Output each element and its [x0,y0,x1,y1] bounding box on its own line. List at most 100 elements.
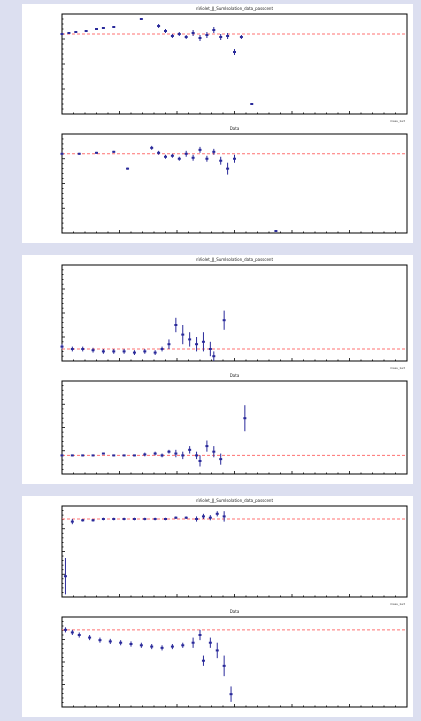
data-point [108,640,112,643]
data-point [91,349,95,352]
data-point [274,230,278,233]
data-point [222,515,226,518]
plot-title: Data [230,609,240,614]
plot-frame [61,133,408,234]
data-point [195,518,199,520]
data-point [219,458,223,461]
data-point [167,343,171,346]
data-point [70,454,74,457]
data-point [112,454,116,457]
data-point [81,519,85,522]
data-point [112,518,116,520]
data-point [226,35,230,37]
data-point [212,150,216,153]
data-point [195,454,199,457]
data-point [188,338,192,341]
figure-group-2: nViolet_JJ_SumIsolation_data_passcent mas… [22,255,413,484]
data-point [101,350,105,353]
data-point [150,146,154,149]
data-point [208,641,212,644]
data-point [77,152,81,155]
data-point [112,150,116,153]
data-point [70,631,74,634]
data-point [184,152,188,155]
plot-title: nViolet_JJ_SumIsolation_data_passcent [196,498,274,503]
data-point [81,348,85,350]
data-point [101,518,105,520]
data-point [219,159,223,162]
data-point [191,641,195,644]
data-point [201,515,205,518]
data-point [160,454,164,457]
data-point [198,148,202,151]
data-point [132,518,136,520]
data-point [160,348,164,350]
plot-3: nViolet_JJ_SumIsolation_data_passcentmas… [60,257,408,370]
plot-frame [61,380,408,475]
data-point [70,520,74,523]
data-point [212,450,216,453]
data-point [77,634,81,636]
data-point [195,343,199,346]
data-point [250,103,254,105]
x-axis-note: mass_1e3 [390,119,405,123]
plot-title: Data [230,373,240,378]
data-point [205,445,209,448]
data-point [212,29,216,31]
data-point [198,634,202,636]
data-point [222,664,226,667]
data-point [198,37,202,39]
plot-4: Data [60,373,408,475]
data-point [198,459,202,462]
data-point [157,25,161,27]
data-point [84,30,88,32]
data-point [174,452,178,455]
data-point [74,31,78,33]
data-point [229,693,233,696]
data-point [63,628,67,631]
data-point [164,30,167,32]
plot-frame [61,264,408,362]
data-point [150,645,154,648]
plot-6: Data [61,609,408,708]
x-axis-note: mass_1e3 [390,366,405,370]
data-point [143,350,147,353]
data-point [122,350,126,353]
data-point [60,345,64,348]
plot-5: nViolet_JJ_SumIsolation_data_passcentmas… [61,498,408,606]
data-point [122,454,126,457]
data-point [129,643,133,645]
data-point [164,155,167,158]
plot-title: Data [230,126,240,131]
data-point [191,156,195,159]
data-point [215,649,219,652]
x-axis-note: mass_1e3 [390,602,405,606]
data-point [205,34,209,36]
data-point [122,518,126,520]
data-point [98,639,102,642]
data-point [208,348,212,350]
data-point [170,154,174,157]
data-point [153,452,157,455]
data-point [60,454,64,457]
data-point [174,516,178,519]
data-point [132,454,136,457]
data-point [143,518,147,520]
data-point [219,36,223,38]
plot-title: nViolet_JJ_SumIsolation_data_passcent [196,6,274,11]
data-point [170,645,174,648]
data-point [212,355,216,358]
data-point [139,18,143,20]
data-point [201,340,205,343]
data-point [243,417,247,420]
data-point [88,636,92,639]
data-point [184,516,188,519]
data-point [184,36,188,38]
data-point [157,151,161,154]
data-point [101,27,105,29]
data-point [63,575,67,578]
data-point [177,157,181,160]
data-point [181,644,185,647]
data-point [160,646,164,649]
data-point [101,452,105,455]
